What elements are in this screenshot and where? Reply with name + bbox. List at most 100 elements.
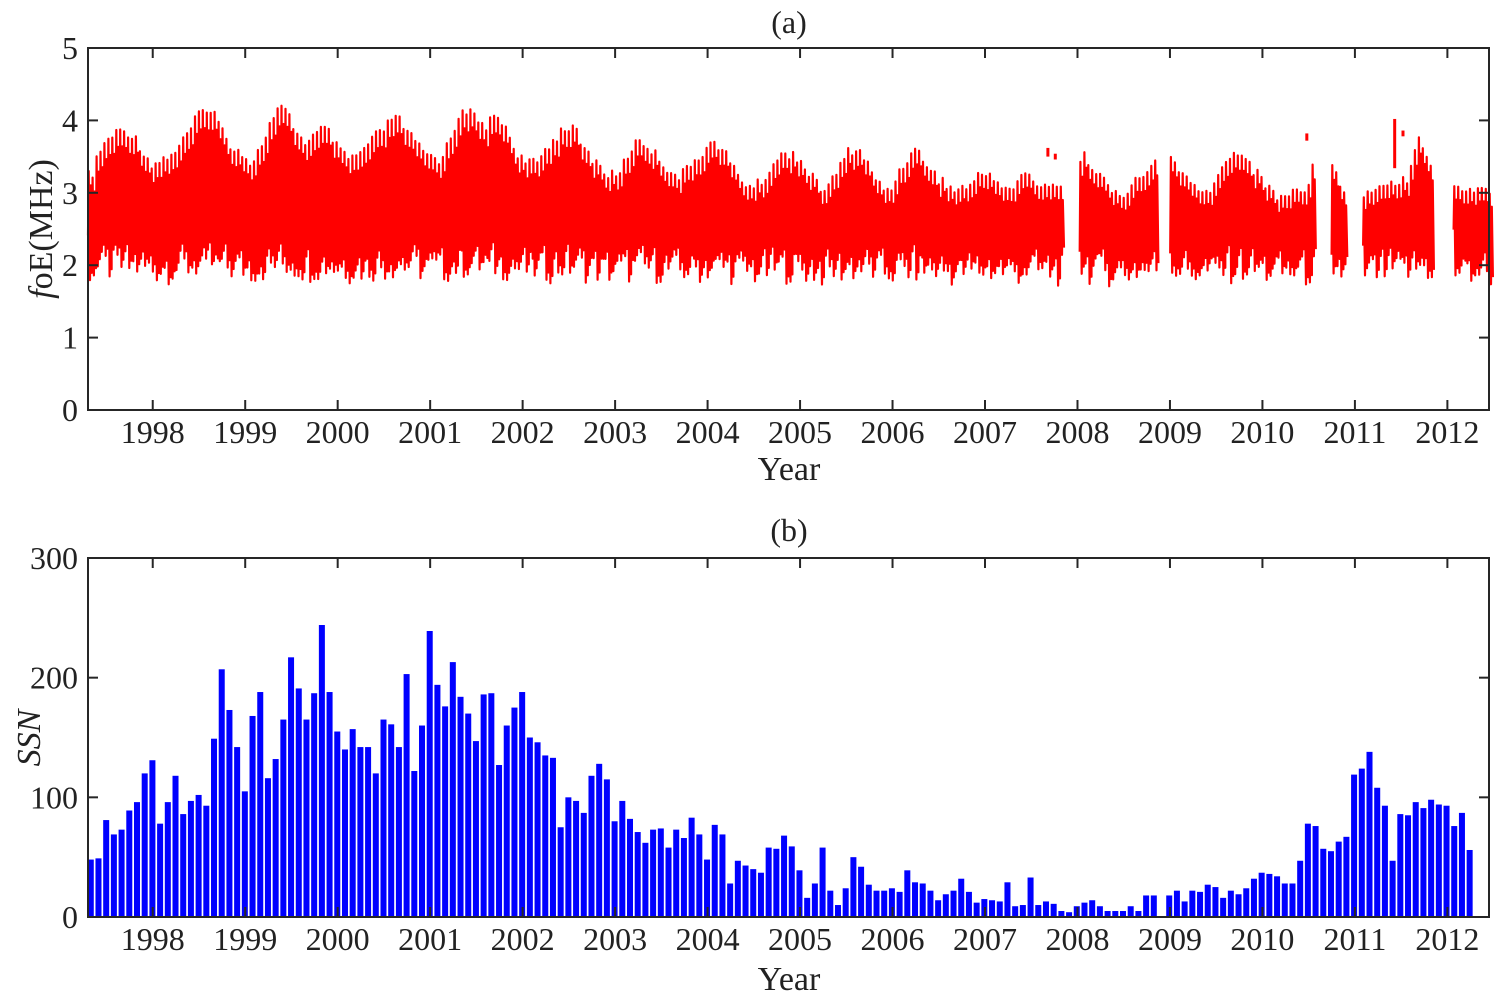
ssn-bar (865, 884, 872, 917)
ssn-bar (573, 800, 580, 917)
ssn-bar (989, 900, 996, 917)
ssn-bar (1451, 826, 1458, 917)
ssn-bar (1135, 911, 1142, 917)
ssn-bar (380, 719, 387, 917)
panel-a-title: (a) (771, 4, 807, 40)
panel-b-xtick-label: 2003 (583, 921, 647, 957)
panel-b-xtick-label: 2007 (953, 921, 1017, 957)
ssn-bar (1297, 860, 1304, 917)
panel-b-ticks: 1998 1999 2000 2001 2002 2003 2004 2005 2006 2007… (30, 540, 1489, 957)
ssn-bar (1096, 906, 1103, 917)
panel-b-xlabel: Year (758, 961, 821, 998)
ssn-bar (426, 631, 433, 917)
ssn-bar (1173, 890, 1180, 917)
ssn-bar (1405, 815, 1412, 917)
ssn-bar (1012, 906, 1019, 917)
ssn-bar (472, 741, 479, 917)
ssn-bar (195, 794, 202, 917)
panel-b-axes-frame (87, 557, 1490, 918)
ssn-bar (1066, 912, 1073, 917)
panel-b-title: (b) (770, 512, 807, 548)
ssn-bar (842, 888, 849, 917)
ssn-bar (1197, 891, 1204, 917)
ssn-bar (850, 857, 857, 917)
panel-a-xtick-label: 1999 (213, 414, 277, 450)
ssn-bar (757, 872, 764, 917)
ssn-bar (395, 747, 402, 917)
ssn-bar (480, 694, 487, 917)
ssn-bar (650, 829, 657, 917)
panel-a-ytick-label: 5 (62, 30, 78, 66)
ssn-bar (811, 883, 818, 917)
ssn-bar (788, 846, 795, 917)
ssn-bar (503, 725, 510, 917)
ssn-bar (1081, 902, 1088, 917)
ssn-bar (133, 802, 140, 917)
ssn-bar (1374, 787, 1381, 917)
ssn-bar (1143, 895, 1150, 917)
panel-b-xtick-label: 2012 (1415, 921, 1479, 957)
ssn-bar (858, 866, 865, 917)
panel-b-ytick-label: 200 (30, 660, 78, 696)
ssn-bar (1358, 768, 1365, 917)
panel-a-xtick-label: 2004 (676, 414, 740, 450)
ssn-bar (180, 814, 187, 917)
panel-a-xtick-label: 2007 (953, 414, 1017, 450)
ssn-bar (172, 775, 179, 917)
ssn-bar (372, 773, 379, 917)
ssn-bar (773, 848, 780, 917)
ssn-bar (280, 719, 287, 917)
ssn-bar (1458, 812, 1465, 917)
panel-a-ticks: 1998 1999 2000 2001 2002 2003 2004 2005 2006 2007… (62, 30, 1489, 450)
panel-b-xtick-label: 2009 (1138, 921, 1202, 957)
panel-b-xtick-label: 2002 (491, 921, 555, 957)
panel-b-xtick-label: 2010 (1230, 921, 1294, 957)
ssn-bar (349, 729, 356, 917)
ssn-bar (411, 771, 418, 917)
panel-a-xtick-label: 1998 (121, 414, 185, 450)
panel-a-series (86, 104, 1494, 288)
ssn-bar (1027, 877, 1034, 917)
ssn-bar (834, 905, 841, 917)
panel-b-xtick-label: 1998 (121, 921, 185, 957)
ssn-bar (103, 820, 110, 917)
ssn-bar (1389, 860, 1396, 917)
ssn-bar (87, 859, 94, 917)
ssn-bar (442, 706, 449, 917)
panel-a-ytick-label: 1 (62, 320, 78, 356)
ssn-bar (665, 847, 672, 917)
ssn-bar (626, 818, 633, 917)
ssn-bar (272, 759, 279, 917)
panel-a-ylabel: foE(MHz) (23, 159, 60, 299)
ssn-bar (742, 865, 749, 917)
ssn-bar (341, 749, 348, 917)
ssn-bar (750, 869, 757, 917)
ssn-bar (734, 860, 741, 917)
panel-b-bars (87, 625, 1473, 917)
panel-a-xtick-label: 2011 (1324, 414, 1387, 450)
ssn-bar (403, 674, 410, 917)
panel-b-ylabel: SSN (11, 707, 48, 766)
ssn-bar (1320, 848, 1327, 917)
ssn-bar (1250, 878, 1257, 917)
ssn-bar (1050, 903, 1057, 917)
ssn-bar (896, 891, 903, 917)
ssn-bar (688, 817, 695, 917)
panel-a-ytick-label: 2 (62, 247, 78, 283)
ssn-bar (1258, 872, 1265, 917)
ssn-bar (326, 692, 333, 917)
panel-b-xtick-label: 2006 (861, 921, 925, 957)
ssn-bar (318, 625, 325, 917)
panel-a-ylabel-rest: oE(MHz) (23, 159, 60, 289)
ssn-bar (565, 797, 572, 917)
ssn-bar (1019, 905, 1026, 917)
ssn-bar (557, 827, 564, 917)
panel-a-xtick-label: 2005 (768, 414, 832, 450)
ssn-bar (611, 821, 618, 917)
ssn-bar (488, 693, 495, 917)
ssn-bar (711, 824, 718, 917)
ssn-bar (303, 719, 310, 917)
ssn-bar (657, 828, 664, 917)
ssn-bar (157, 823, 164, 917)
ssn-bar (457, 696, 464, 917)
